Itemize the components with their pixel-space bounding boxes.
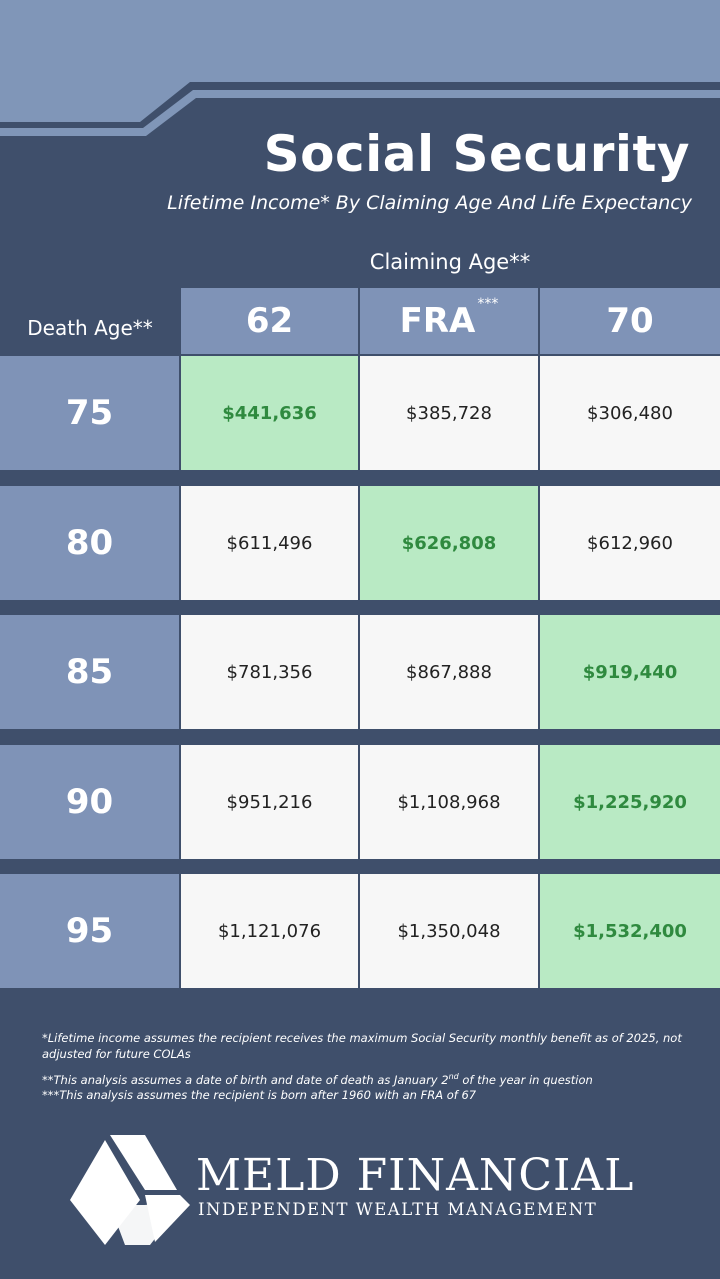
table-cell: $612,960 (540, 486, 720, 600)
logo-name: MELD FINANCIAL (196, 1150, 635, 1201)
footnote-sup: nd (448, 1072, 459, 1081)
column-header-text: 62 (245, 301, 294, 341)
table-cell: $951,216 (181, 745, 358, 859)
top-decoration (0, 0, 720, 140)
table-cell: $1,350,048 (360, 874, 538, 988)
table-cell: $306,480 (540, 356, 720, 470)
logo-mark (70, 1135, 190, 1245)
column-header-sup: *** (477, 296, 499, 312)
column-group-label: Claiming Age** (369, 250, 531, 274)
logo-tagline: INDEPENDENT WEALTH MANAGEMENT (198, 1200, 598, 1219)
table-cell: $867,888 (360, 615, 538, 729)
footnote: **This analysis assumes a date of birth … (42, 1069, 682, 1088)
table-cell: $1,225,920 (540, 745, 720, 859)
table-cell: $1,532,400 (540, 874, 720, 988)
column-header-text: FRA (399, 301, 476, 341)
column-header: FRA *** (360, 288, 538, 354)
table-cell: $1,121,076 (181, 874, 358, 988)
footnote: ***This analysis assumes the recipient i… (42, 1088, 477, 1102)
subtitle: Lifetime Income* By Claiming Age And Lif… (167, 192, 692, 214)
table-cell: $441,636 (181, 356, 358, 470)
death-age: 90 (0, 745, 179, 859)
death-age: 75 (0, 356, 179, 470)
footnote-text: **This analysis assumes a date of birth … (42, 1072, 449, 1087)
title: Social Security (263, 125, 690, 183)
death-age: 85 (0, 615, 179, 729)
table-cell: $385,728 (360, 356, 538, 470)
table-cell: $626,808 (360, 486, 538, 600)
death-age: 80 (0, 486, 179, 600)
footnote-text: of the year in question (458, 1072, 593, 1087)
column-header: 70 (540, 288, 720, 354)
table-cell: $781,356 (181, 615, 358, 729)
table-cell: $919,440 (540, 615, 720, 729)
table-cell: $1,108,968 (360, 745, 538, 859)
table-cell: $611,496 (181, 486, 358, 600)
column-header-text: 70 (606, 301, 654, 341)
row-header-label: Death Age** (27, 316, 153, 340)
death-age: 95 (0, 874, 179, 988)
footnote: *Lifetime income assumes the recipient r… (42, 1031, 682, 1061)
column-header: 62 (181, 288, 358, 354)
